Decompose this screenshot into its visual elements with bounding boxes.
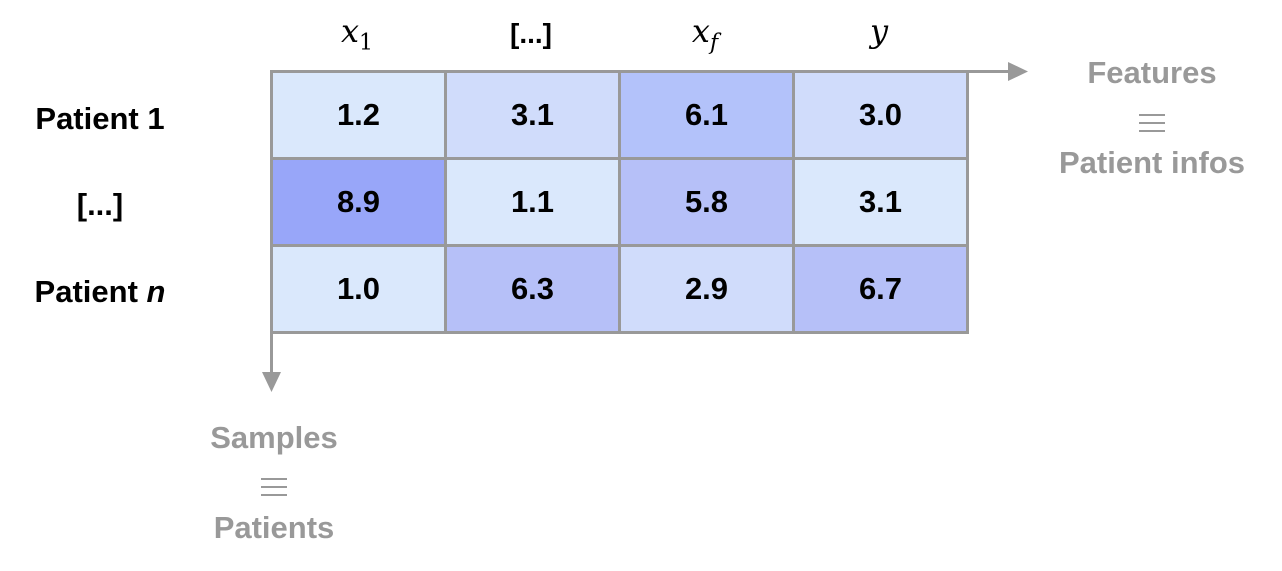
matrix-cell: 6.7 bbox=[795, 247, 969, 334]
column-header-y: y bbox=[869, 12, 889, 50]
row-label-patient-n: Patient n bbox=[34, 274, 166, 309]
features-arrow bbox=[966, 62, 1028, 81]
column-header-x1: x1 bbox=[340, 12, 374, 56]
patients-label: Patients bbox=[213, 510, 335, 545]
row-label-patient-1: Patient 1 bbox=[35, 101, 165, 136]
matrix-cell: 1.0 bbox=[273, 247, 447, 334]
samples-arrow bbox=[262, 332, 281, 392]
matrix-cell: 2.9 bbox=[621, 247, 795, 334]
column-header-xf: xf bbox=[691, 12, 719, 56]
matrix-cell: 1.1 bbox=[447, 160, 621, 247]
samples-label: Samples bbox=[210, 420, 338, 455]
row-label-ellipsis: [...] bbox=[76, 187, 124, 222]
equivalent-icon bbox=[1139, 114, 1165, 132]
column-header-ellipsis: [...] bbox=[510, 18, 552, 49]
matrix-cell: 6.3 bbox=[447, 247, 621, 334]
matrix-cell: 1.2 bbox=[273, 73, 447, 160]
patient-infos-label: Patient infos bbox=[1058, 145, 1245, 180]
matrix-cell: 3.0 bbox=[795, 73, 969, 160]
matrix-cell: 6.1 bbox=[621, 73, 795, 160]
matrix-cell: 3.1 bbox=[447, 73, 621, 160]
equivalent-icon bbox=[261, 478, 287, 496]
data-matrix: 1.2 3.1 6.1 3.0 8.9 1.1 5.8 3.1 1.0 6.3 2.9 6.7 bbox=[270, 70, 969, 334]
matrix-cell: 3.1 bbox=[795, 160, 969, 247]
matrix-cell: 8.9 bbox=[273, 160, 447, 247]
matrix-cell: 5.8 bbox=[621, 160, 795, 247]
features-label: Features bbox=[1087, 55, 1217, 90]
